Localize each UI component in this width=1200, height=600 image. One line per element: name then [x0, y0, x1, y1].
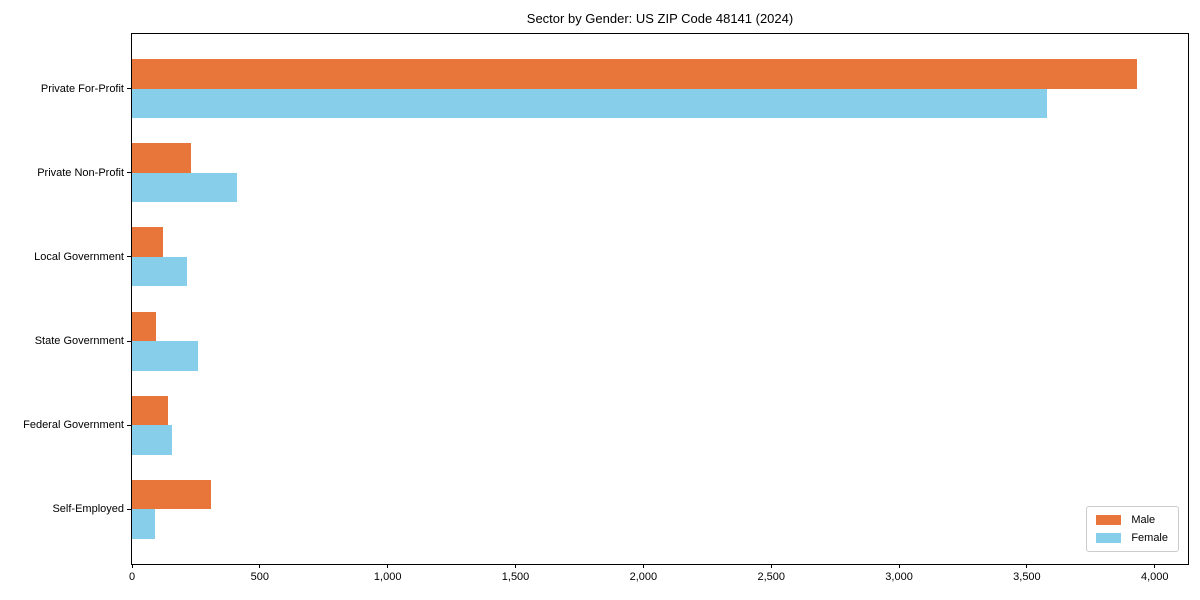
bar-male [132, 311, 157, 342]
bar-female [132, 172, 237, 203]
x-tick [642, 564, 644, 568]
y-tick [127, 256, 131, 258]
legend: Male Female [1086, 506, 1179, 552]
x-tick [515, 564, 517, 568]
plot-area: Sector by Gender: US ZIP Code 48141 (202… [23, 11, 1189, 583]
bar-male [132, 479, 212, 510]
y-tick [127, 340, 131, 342]
x-tick-label: 1,000 [373, 571, 402, 583]
bar-female [132, 341, 199, 371]
legend-swatch-female [1096, 533, 1122, 543]
x-tick-label: 0 [128, 571, 136, 583]
bar-female [132, 256, 187, 287]
bar-male [132, 227, 163, 257]
x-tick [387, 564, 389, 568]
y-tick [127, 508, 131, 510]
x-tick-label: 3,500 [1013, 571, 1041, 583]
x-tick-label: 2,500 [757, 571, 785, 583]
x-tick [131, 564, 133, 568]
y-tick-label: Federal Government [23, 419, 124, 432]
bar-male [132, 143, 191, 173]
bar-female [132, 425, 172, 455]
y-tick [127, 172, 131, 174]
bar-male [132, 59, 1137, 89]
bar-male [132, 395, 168, 426]
legend-item-female: Female [1096, 532, 1168, 544]
bar-female [132, 88, 1048, 119]
legend-label: Female [1131, 532, 1168, 544]
x-tick-label: 2,000 [629, 571, 658, 583]
y-tick [127, 424, 131, 426]
y-tick-label: Private Non-Profit [37, 166, 124, 179]
y-tick [127, 88, 131, 90]
x-tick [1154, 564, 1156, 568]
x-tick [898, 564, 900, 568]
x-tick-label: 500 [250, 571, 270, 583]
legend-swatch-male [1096, 515, 1122, 525]
legend-item-male: Male [1096, 514, 1168, 526]
x-tick [1026, 564, 1028, 568]
y-tick-label: Local Government [34, 250, 124, 263]
legend-label: Male [1131, 514, 1156, 526]
x-tick-label: 1,500 [501, 571, 530, 583]
y-tick-label: Private For-Profit [40, 82, 124, 95]
bar-female [132, 509, 155, 539]
y-tick-label: Self-Employed [52, 503, 124, 516]
x-tick-label: 3,000 [885, 571, 913, 583]
x-tick [259, 564, 261, 568]
x-tick-label: 4,000 [1140, 571, 1169, 583]
y-tick-label: State Government [34, 335, 124, 348]
x-tick [770, 564, 772, 568]
chart-title: Sector by Gender: US ZIP Code 48141 (202… [526, 11, 794, 26]
